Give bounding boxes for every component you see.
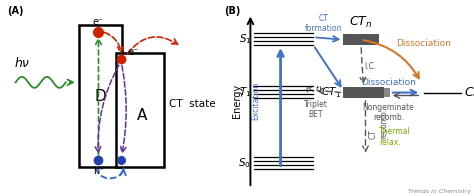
Text: D: D [95, 89, 107, 103]
Text: Excitation: Excitation [251, 82, 260, 120]
Text: Nongeminate
recomb.: Nongeminate recomb. [363, 103, 414, 122]
Text: Dissociation: Dissociation [396, 39, 451, 48]
Text: h⁺: h⁺ [93, 165, 104, 176]
Text: e⁻: e⁻ [93, 16, 104, 27]
Text: Triplet
BET: Triplet BET [304, 100, 328, 119]
Text: $T_1$: $T_1$ [239, 85, 251, 99]
Text: Thermal
relax.: Thermal relax. [379, 128, 411, 147]
Text: hν: hν [15, 57, 29, 70]
Bar [343, 34, 379, 45]
Text: CT
formation: CT formation [304, 14, 342, 33]
Text: (B): (B) [224, 6, 240, 16]
Text: $^{(s,t)}CT_1$: $^{(s,t)}CT_1$ [305, 85, 341, 100]
Text: (A): (A) [7, 6, 23, 16]
Bar [116, 53, 164, 167]
Bar [343, 87, 383, 98]
Text: Dissociation: Dissociation [361, 78, 416, 87]
Text: $S_0$: $S_0$ [238, 156, 251, 170]
Text: $CS$: $CS$ [464, 86, 474, 99]
Bar [383, 88, 390, 97]
Text: CT
recomb.: CT recomb. [368, 108, 388, 139]
Text: A: A [137, 108, 147, 123]
Text: e⁻: e⁻ [128, 47, 139, 57]
Text: I.C.: I.C. [365, 62, 377, 71]
Text: CT  state: CT state [169, 99, 216, 109]
Text: Trends in Chemistry: Trends in Chemistry [409, 189, 472, 194]
Text: $S_1$: $S_1$ [238, 32, 251, 46]
Text: Energy: Energy [232, 84, 242, 118]
Text: $CT_n$: $CT_n$ [349, 15, 373, 30]
Bar [79, 25, 122, 167]
